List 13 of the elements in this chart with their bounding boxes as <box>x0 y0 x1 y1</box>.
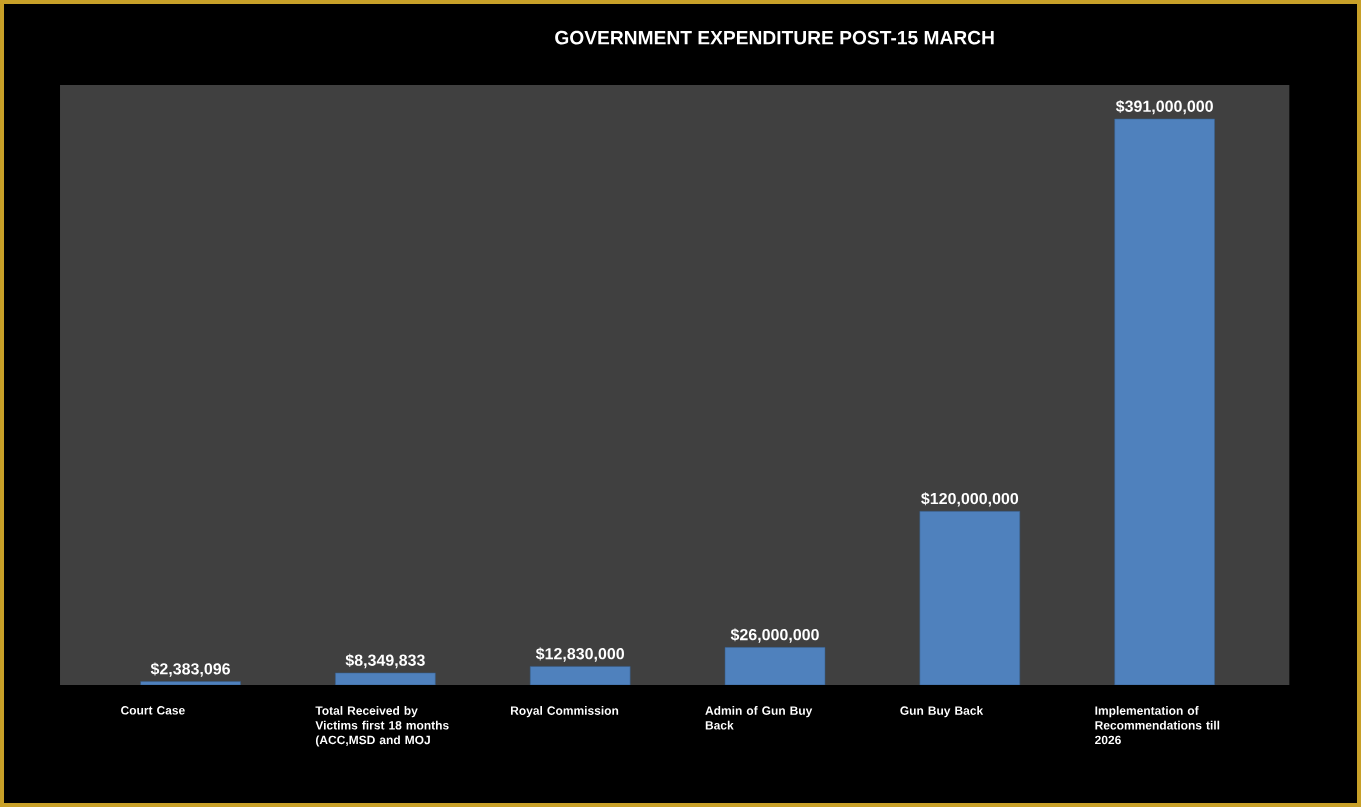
data-label: $12,830,000 <box>535 647 624 662</box>
x-tick-label: Court Case <box>121 706 185 715</box>
x-tick-label: Total Received by Victims first 18 months (ACC,MSD and MOJ <box>315 706 449 747</box>
x-tick-label: Admin of Gun Buy Back <box>705 706 813 730</box>
x-tick-label: Gun Buy Back <box>900 706 984 718</box>
x-tick-label: Royal Commission <box>510 706 619 718</box>
data-label: $2,383,096 <box>150 662 230 677</box>
data-label: $120,000,000 <box>921 492 1019 507</box>
data-label: $391,000,000 <box>1115 99 1213 115</box>
x-tick-label: Implementation of Recommendations till 2026 <box>1095 706 1220 745</box>
data-label: $26,000,000 <box>730 628 819 643</box>
chart-title: GOVERNMENT EXPENDITURE POST-15 MARCH <box>555 30 994 45</box>
data-label: $8,349,833 <box>345 653 425 669</box>
